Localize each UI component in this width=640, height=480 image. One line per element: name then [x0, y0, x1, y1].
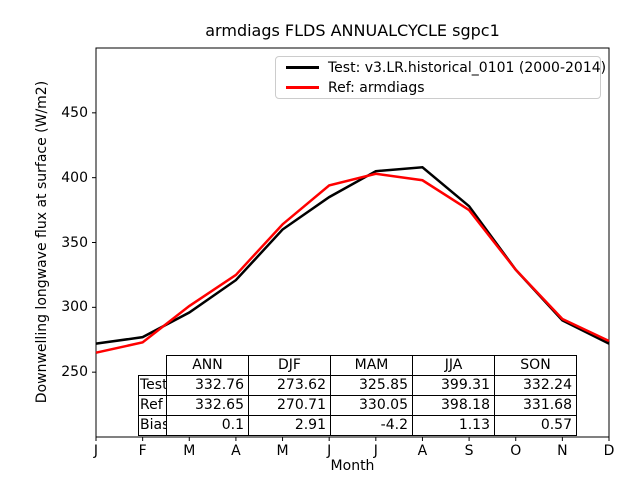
table-row-label: Bias	[138, 415, 168, 436]
x-tick-label: J	[373, 443, 378, 459]
y-tick-label: 400	[61, 169, 88, 186]
table-row-label: Ref	[138, 395, 168, 416]
x-tick-label: S	[464, 443, 474, 459]
y-tick-label: 300	[61, 299, 88, 316]
x-tick-label: N	[557, 443, 568, 459]
legend: Test: v3.LR.historical_0101 (2000-2014) …	[275, 56, 606, 99]
table-cell: 270.71	[248, 395, 331, 416]
x-tick-label: J	[93, 443, 99, 459]
table-cell: 331.68	[494, 395, 577, 416]
table-cell: -4.2	[330, 415, 413, 436]
legend-item-ref: Ref: armdiags	[284, 79, 592, 96]
y-tick-label: 250	[61, 364, 88, 381]
table-cell: 398.18	[412, 395, 495, 416]
table-row-label: Test	[138, 375, 168, 396]
x-axis-label: Month	[330, 458, 375, 474]
ref-line-sample	[286, 86, 319, 89]
x-tick-label: F	[138, 443, 147, 459]
x-tick-label: O	[510, 443, 522, 459]
legend-label-ref: Ref: armdiags	[328, 79, 425, 96]
table-cell: 2.91	[248, 415, 331, 436]
table-cell: 332.76	[166, 375, 249, 396]
chart-title: armdiags FLDS ANNUALCYCLE sgpc1	[205, 21, 500, 40]
table-cell: 0.1	[166, 415, 249, 436]
table-col-header: MAM	[330, 355, 413, 376]
legend-item-test: Test: v3.LR.historical_0101 (2000-2014)	[284, 59, 606, 76]
table-cell: 325.85	[330, 375, 413, 396]
x-tick-label: J	[327, 443, 332, 459]
x-tick-label: M	[183, 443, 196, 459]
table-cell: 332.65	[166, 395, 249, 416]
table-col-header: JJA	[412, 355, 495, 376]
y-axis-label: Downwelling longwave flux at surface (W/…	[34, 80, 50, 404]
table-col-header: ANN	[166, 355, 249, 376]
y-tick-label: 350	[61, 234, 88, 251]
table-cell: 1.13	[412, 415, 495, 436]
table-col-header: SON	[494, 355, 577, 376]
table-cell: 330.05	[330, 395, 413, 416]
legend-label-test: Test: v3.LR.historical_0101 (2000-2014)	[328, 59, 607, 76]
table-cell: 399.31	[412, 375, 495, 396]
table-cell: 0.57	[494, 415, 577, 436]
y-tick-label: 450	[61, 104, 88, 121]
test-line-sample	[286, 66, 319, 69]
table-cell: 332.24	[494, 375, 577, 396]
x-tick-label: M	[276, 443, 289, 459]
table-cell: 273.62	[248, 375, 331, 396]
x-tick-label: A	[417, 443, 428, 459]
x-tick-label: A	[231, 443, 241, 459]
x-tick-label: D	[603, 443, 615, 459]
table-col-header: DJF	[248, 355, 331, 376]
series-line-ref	[95, 172, 610, 354]
